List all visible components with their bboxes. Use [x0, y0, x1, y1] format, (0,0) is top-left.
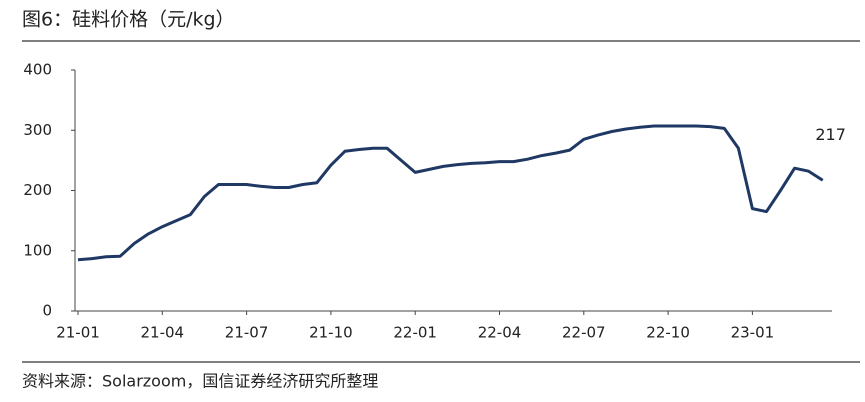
- x-tick-label: 23-01: [731, 324, 775, 342]
- y-tick-label: 400: [23, 61, 52, 79]
- y-tick-label: 200: [23, 181, 52, 199]
- y-tick-label: 300: [23, 121, 52, 139]
- source: 资料来源：Solarzoom，国信证券经济研究所整理: [22, 372, 378, 391]
- line: [77, 124, 824, 262]
- chart-title: 图6：硅料价格（元/kg）: [22, 9, 235, 31]
- data-label: 217: [815, 125, 846, 144]
- x-tick-label: 22-01: [393, 324, 437, 342]
- y-tick-label: 0: [42, 302, 52, 320]
- x-tick-label: 21-10: [309, 324, 353, 342]
- y-tick-label: 100: [23, 241, 52, 259]
- x-tick-label: 21-01: [56, 324, 100, 342]
- x-tick-label: 22-10: [646, 324, 690, 342]
- x-tick-label: 22-07: [562, 324, 606, 342]
- x-tick-label: 22-04: [478, 324, 522, 342]
- x-tick-label: 21-04: [141, 324, 185, 342]
- x-tick-label: 21-07: [225, 324, 269, 342]
